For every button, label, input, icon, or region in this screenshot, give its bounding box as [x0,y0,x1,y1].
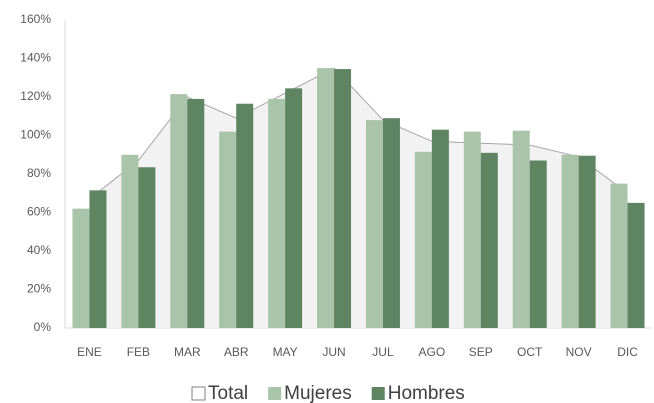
y-tick-label: 140% [20,51,51,65]
x-tick-label: OCT [517,345,543,359]
bar [463,131,481,328]
y-tick-label: 160% [20,12,51,26]
bar [219,131,237,328]
x-tick-label: SEP [469,345,493,359]
y-tick-label: 80% [27,166,51,180]
x-tick-label: DIC [617,345,638,359]
bar [236,103,254,328]
bar [365,120,383,328]
legend-label: Hombres [388,383,465,403]
bar [561,154,579,328]
y-tick-label: 40% [27,243,51,257]
y-tick-label: 60% [27,205,51,219]
x-tick-label: MAR [174,345,201,359]
x-tick-label: NOV [566,345,592,359]
x-tick-label: JUN [322,345,345,359]
x-tick-label: AGO [419,345,446,359]
y-tick-label: 120% [20,89,51,103]
legend-label: Total [208,383,248,403]
bar [138,167,156,328]
bar [187,98,205,328]
bar [529,160,547,328]
bar [512,130,530,328]
bar [578,155,596,328]
bar [89,190,107,328]
bar [121,154,139,328]
bar [72,208,90,328]
bar [285,88,303,329]
bar [334,69,352,329]
y-tick-label: 100% [20,128,51,142]
y-tick-label: 20% [27,282,51,296]
legend-swatch [268,387,282,400]
area-fill [89,68,628,328]
x-tick-label: ABR [224,345,249,359]
bar [480,152,498,328]
bar [414,151,432,328]
bar [382,118,400,328]
bar [268,98,286,328]
bar [317,68,335,328]
y-tick-label: 0% [34,320,52,334]
x-tick-label: ENE [77,345,102,359]
x-tick-label: MAY [273,345,298,359]
x-tick-label: FEB [127,345,150,359]
bar [627,202,645,328]
legend-swatch [191,386,206,401]
bar [610,183,628,328]
legend-swatch [371,387,385,400]
bar [170,94,188,328]
bar [431,129,449,328]
x-tick-label: JUL [372,345,394,359]
legend-label: Mujeres [284,383,352,403]
